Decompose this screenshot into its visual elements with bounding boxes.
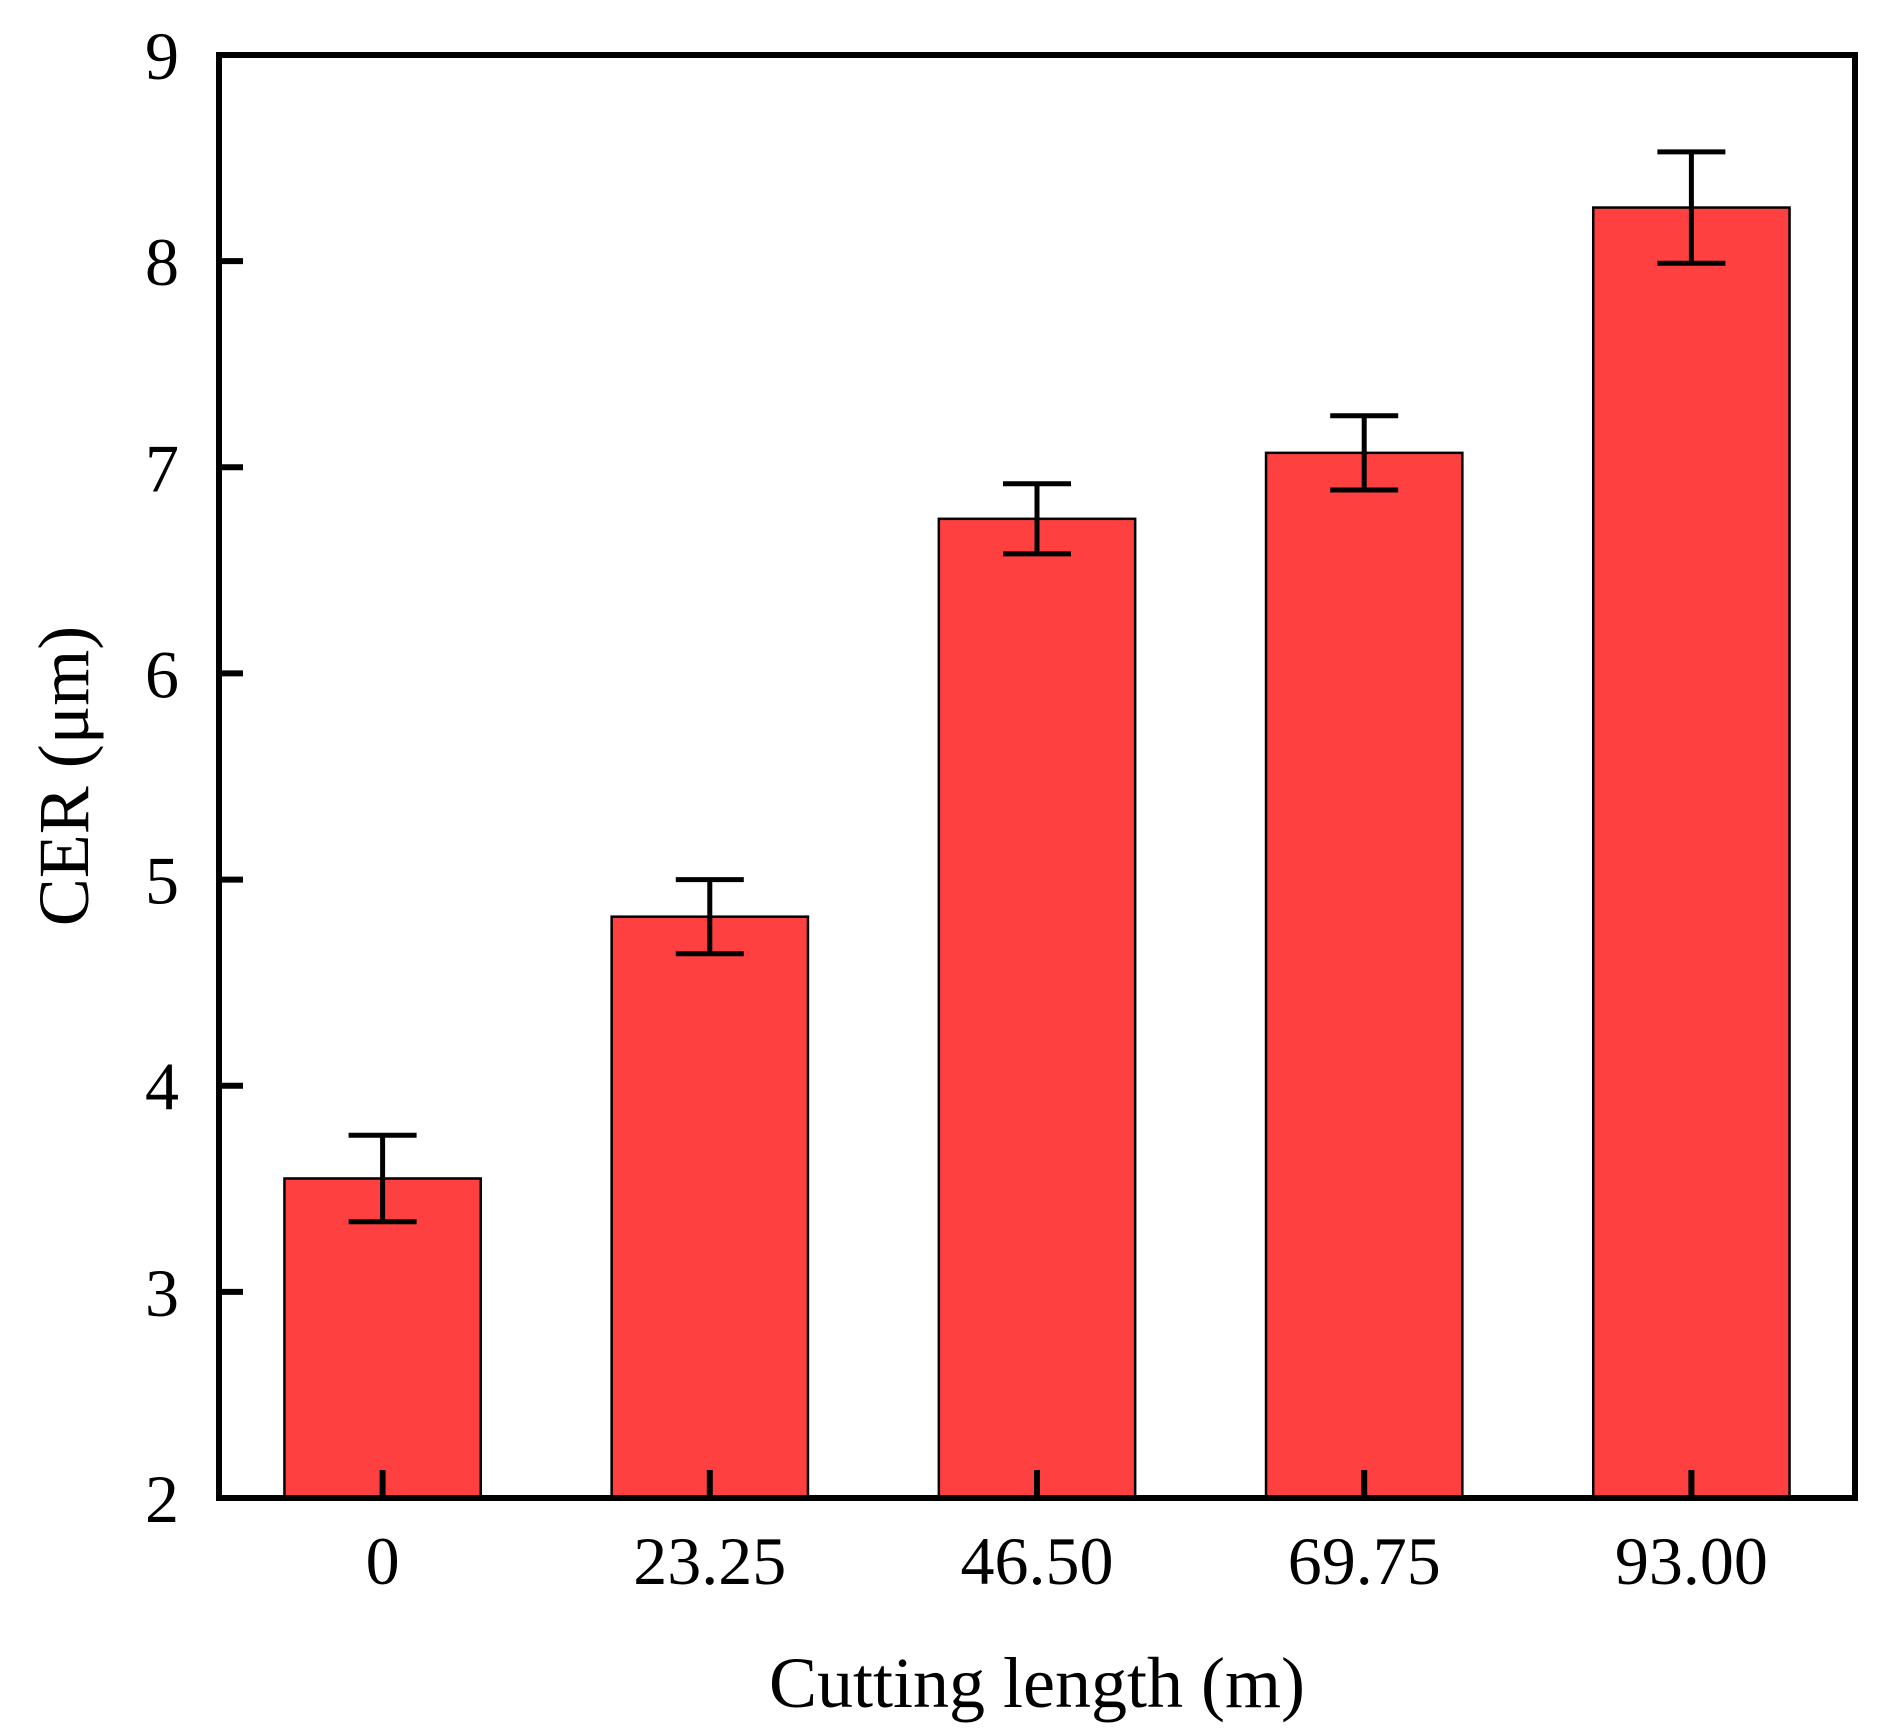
- y-tick-label-4: 6: [145, 636, 179, 712]
- bars-layer: [283, 206, 1791, 1500]
- y-tick-label-7: 9: [145, 18, 179, 94]
- y-tick-label-3: 5: [145, 843, 179, 919]
- bar-4: [1591, 206, 1791, 1500]
- bar-3: [1264, 451, 1464, 1500]
- error-bars-layer: [348, 149, 1726, 1225]
- x-tick-label-4: 93.00: [1615, 1523, 1768, 1599]
- y-axis-title: CER (μm): [24, 626, 104, 927]
- bar-1: [610, 915, 810, 1500]
- x-tick-label-0: 0: [366, 1523, 400, 1599]
- ticks-layer: [219, 52, 1695, 1501]
- y-tick-label-5: 7: [145, 430, 179, 506]
- bar-2: [937, 517, 1137, 1500]
- x-tick-label-2: 46.50: [961, 1523, 1114, 1599]
- bar-0: [283, 1177, 483, 1500]
- x-axis-title: Cutting length (m): [769, 1643, 1305, 1723]
- tick-labels-layer: 0 23.25 46.50 69.75 93.00 2 3 4 5 6 7 8 9: [145, 18, 1768, 1599]
- y-tick-label-6: 8: [145, 224, 179, 300]
- y-tick-label-0: 2: [145, 1461, 179, 1537]
- x-tick-label-1: 23.25: [633, 1523, 786, 1599]
- y-tick-label-2: 4: [145, 1049, 179, 1125]
- x-tick-label-3: 69.75: [1288, 1523, 1441, 1599]
- y-tick-label-1: 3: [145, 1255, 179, 1331]
